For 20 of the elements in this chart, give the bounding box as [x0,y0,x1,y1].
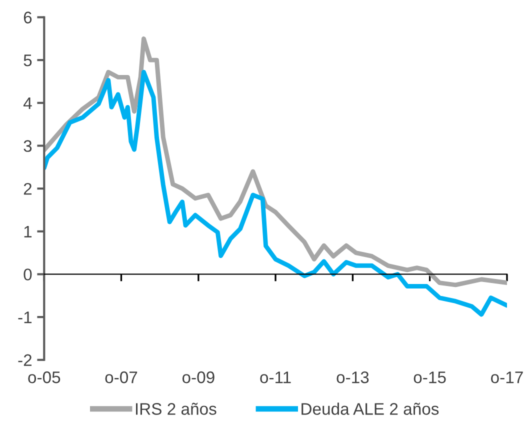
y-tick-label: 1 [24,226,32,238]
x-tick-label: o-05 [28,371,60,384]
line-series [44,36,507,288]
x-tick-label: o-09 [182,371,214,384]
legend-label: Deuda ALE 2 años [302,402,439,415]
legend-label: IRS 2 años [136,402,216,415]
y-tick-label: 0 [24,268,32,280]
y-tick-label: 5 [24,54,32,66]
y-tick-label: -2 [18,354,32,366]
x-tick-label: o-11 [260,372,291,384]
y-tick-label: 6 [24,12,32,24]
x-tick-label: o-17 [491,372,523,384]
y-tick-label: 2 [24,182,32,195]
y-tick-label: -1 [18,312,32,324]
x-tick-label: o-15 [414,372,446,384]
y-tick-label: 4 [23,97,32,109]
x-tick-label: o-13 [336,371,369,384]
line-series [44,70,507,317]
x-tick-label: o-07 [105,371,138,384]
y-tick-label: 3 [24,140,32,152]
